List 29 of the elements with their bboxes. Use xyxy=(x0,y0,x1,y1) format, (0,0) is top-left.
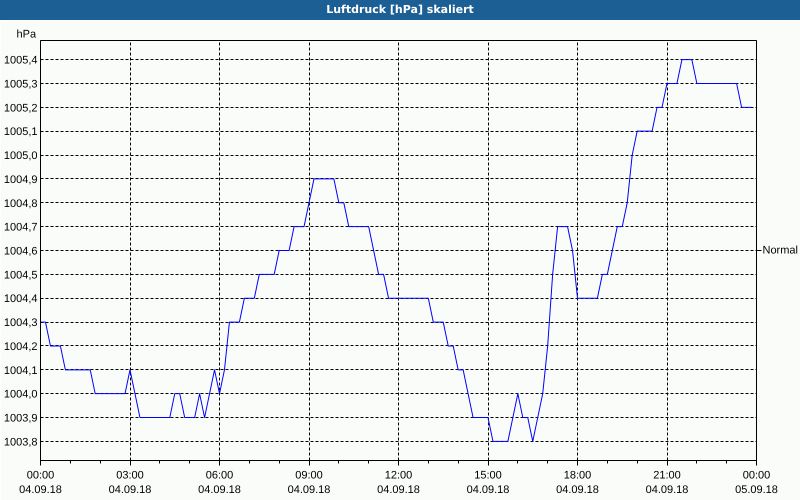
y-tick-label: 1005,1 xyxy=(4,126,38,138)
y-tick-label: 1004,5 xyxy=(4,269,38,282)
x-tick-label: 09:00 04.09.18 xyxy=(288,470,330,496)
y-tick-label: 1004,8 xyxy=(4,198,38,210)
x-tick-label: 12:00 04.09.18 xyxy=(377,470,420,496)
x-tick-label: 00:00 04.09.18 xyxy=(19,470,62,496)
y-tick-label: 1005,0 xyxy=(4,150,38,162)
x-tick-label: 00:00 05.09.18 xyxy=(735,470,778,496)
x-tick-label: 18:00 04.09.18 xyxy=(556,470,599,496)
y-tick-label: 1005,2 xyxy=(4,102,38,114)
y-tick-label: 1003,8 xyxy=(4,436,38,448)
chart-title: Luftdruck [hPa] skaliert xyxy=(326,2,474,18)
ref-line-label: Normal xyxy=(762,244,798,256)
y-tick-label: 1004,0 xyxy=(4,388,38,401)
y-tick-label: 1004,6 xyxy=(4,246,38,258)
y-tick-label: 1004,2 xyxy=(4,340,38,353)
y-tick-label: 1005,4 xyxy=(4,54,38,67)
y-tick-label: 1004,3 xyxy=(4,317,38,330)
x-tick-label: 15:00 04.09.18 xyxy=(466,470,510,496)
x-tick-label: 06:00 04.09.18 xyxy=(198,470,241,496)
y-tick-label: 1004,4 xyxy=(4,293,38,306)
y-tick-label: 1005,3 xyxy=(4,78,38,90)
y-tick-label: 1004,7 xyxy=(4,222,38,234)
y-tick-label: 1003,9 xyxy=(4,412,38,425)
y-tick-label: 1004,1 xyxy=(4,364,38,377)
x-tick-label: 21:00 04.09.18 xyxy=(646,470,688,496)
x-tick-label: 03:00 04.09.18 xyxy=(108,470,152,496)
y-tick-label: 1004,9 xyxy=(4,174,38,186)
y-axis-title: hPa xyxy=(16,28,37,40)
